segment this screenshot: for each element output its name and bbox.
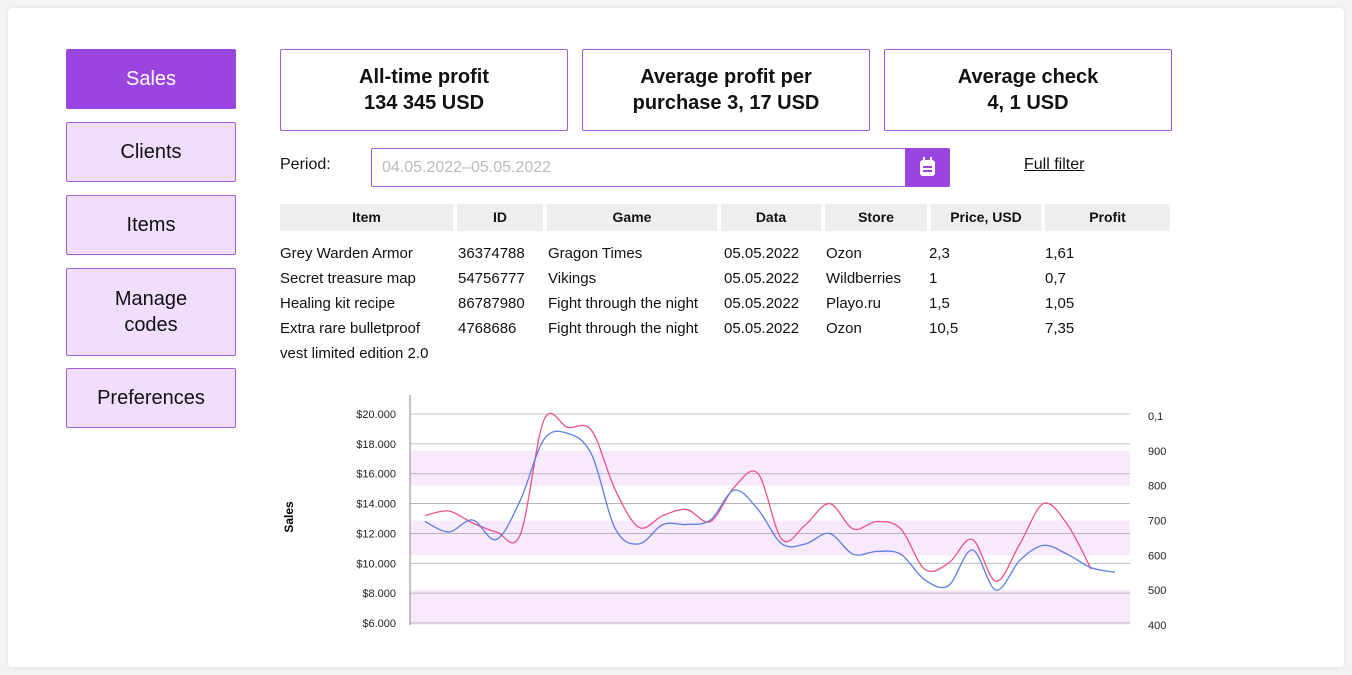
y2-tick-label: 400: [1148, 620, 1166, 632]
table-cell: Gragon Times: [548, 245, 643, 262]
series-line: [424, 430, 1116, 591]
stat-card: Average profit per purchase 3, 17 USD: [582, 49, 870, 131]
y-tick-label: $10.000: [356, 558, 396, 570]
y-tick-label: $6.000: [362, 618, 396, 630]
table-header: Price, USD: [931, 204, 1041, 231]
stat-text: Average check: [957, 66, 1099, 88]
stat-text: 134 345 USD: [363, 92, 485, 114]
table-cell: 05.05.2022: [724, 245, 800, 262]
table-cell: Secret treasure map: [280, 270, 416, 287]
table-header: Profit: [1045, 204, 1170, 231]
calendar-button[interactable]: [905, 148, 950, 187]
table-cell: 86787980: [458, 295, 525, 312]
table-header: Game: [547, 204, 717, 231]
band: [410, 450, 1130, 486]
y-tick-label: $14.000: [356, 499, 396, 511]
table-cell: 1,05: [1045, 295, 1075, 312]
y2-tick-label: 500: [1148, 585, 1166, 597]
table-cell: 0,7: [1045, 270, 1066, 287]
table-cell: 10,5: [929, 320, 959, 337]
series-line: [424, 412, 1092, 582]
nav-button[interactable]: Preferences: [66, 368, 236, 428]
table-cell: 36374788: [458, 245, 525, 262]
table-cell: Wildberries: [826, 270, 902, 287]
table-header: Data: [721, 204, 821, 231]
table-cell: 2,3: [929, 245, 950, 262]
date-input[interactable]: 04.05.2022–05.05.2022: [371, 148, 906, 187]
chart: $6.000 $8.000 $10.000 $12.000 $14.000 $16.000…: [282, 395, 1166, 632]
table-cell: 05.05.2022: [724, 270, 800, 287]
y-tick-label: $16.000: [356, 469, 396, 481]
stat-card: All-time profit 134 345 USD: [280, 49, 568, 131]
nav-button[interactable]: Manage codes: [66, 268, 236, 356]
table-cell: Extra rare bulletproof vest limited edit…: [280, 320, 429, 362]
stat-text: Average profit per: [640, 66, 812, 88]
table-cell: 05.05.2022: [724, 295, 800, 312]
y2-tick-label: 700: [1148, 516, 1166, 528]
table-cell: Ozon: [826, 320, 862, 337]
y2-tick-label: 900: [1148, 446, 1166, 458]
period-label: Period:: [280, 156, 331, 173]
table-cell: Fight through the night: [548, 295, 699, 312]
y-axis-title: Sales: [282, 501, 296, 533]
nav-button[interactable]: Items: [66, 195, 236, 255]
stat-text: purchase 3, 17 USD: [632, 92, 820, 114]
table-cell: 54756777: [458, 270, 525, 287]
y2-tick-label: 600: [1148, 550, 1166, 562]
nav-button[interactable]: Sales: [66, 49, 236, 109]
table-cell: Fight through the night: [548, 320, 699, 337]
stat-card: Average check 4, 1 USD: [884, 49, 1172, 131]
calendar-icon: [920, 157, 935, 176]
table-header: ID: [457, 204, 543, 231]
y-tick-label: $20.000: [356, 409, 396, 421]
y2-tick-label: 800: [1148, 481, 1166, 493]
nav-button[interactable]: Clients: [66, 122, 236, 182]
table-cell: Playo.ru: [826, 295, 882, 312]
table-cell: 4768686: [458, 320, 517, 337]
band: [410, 590, 1130, 625]
table-cell: Ozon: [826, 245, 862, 262]
y2-tick-label: 0,1: [1148, 411, 1163, 423]
table-cell: Grey Warden Armor: [280, 245, 413, 262]
band: [410, 520, 1130, 556]
stat-text: All-time profit: [359, 66, 489, 88]
table-cell: Vikings: [548, 270, 597, 287]
y-tick-label: $12.000: [356, 528, 396, 540]
table-cell: 1,61: [1045, 245, 1075, 262]
y-tick-label: $18.000: [356, 439, 396, 451]
table-header: Item: [280, 204, 453, 231]
table-header: Store: [825, 204, 927, 231]
full-filter-link[interactable]: Full filter: [1024, 156, 1085, 173]
table-cell: 05.05.2022: [724, 320, 800, 337]
table-cell: 1,5: [929, 295, 950, 312]
y-tick-label: $8.000: [362, 588, 396, 600]
table-cell: 1: [929, 270, 938, 287]
stat-text: 4, 1 USD: [987, 92, 1069, 114]
table-cell: Healing kit recipe: [280, 295, 396, 312]
table-cell: 7,35: [1045, 320, 1075, 337]
